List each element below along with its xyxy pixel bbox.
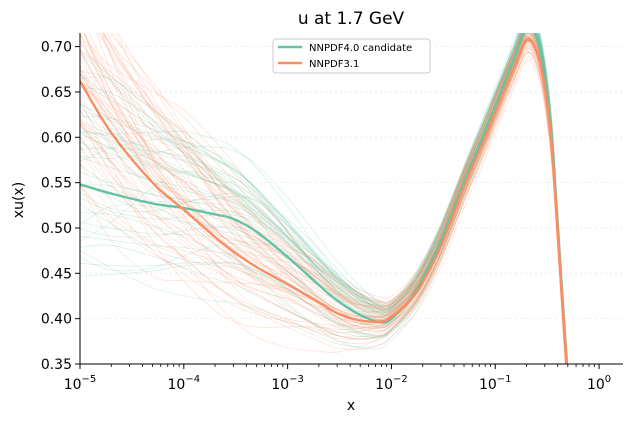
replica-curve <box>80 33 569 364</box>
replica-curve <box>80 48 567 364</box>
legend: NNPDF4.0 candidate NNPDF3.1 <box>272 38 431 74</box>
legend-label-nnpdf31: NNPDF3.1 <box>309 59 359 70</box>
x-tick-label: 100 <box>587 374 611 393</box>
replica-curve <box>80 51 566 364</box>
replica-curve <box>80 59 566 364</box>
replica-curve <box>80 47 566 364</box>
legend-box <box>272 38 431 74</box>
replica-curve <box>80 33 568 364</box>
chart-title: u at 1.7 GeV <box>298 9 405 29</box>
x-tick-label: 10−1 <box>479 374 512 393</box>
y-tick-label: 0.60 <box>41 130 72 146</box>
legend-label-nnpdf40: NNPDF4.0 candidate <box>309 43 412 54</box>
x-tick-label: 10−4 <box>168 374 201 393</box>
central-curves <box>80 33 568 364</box>
axis-ticks: 0.35 0.40 0.45 0.50 0.55 0.60 0.65 0.70 10−5 10−4… <box>41 40 611 393</box>
series-line-nnpdf31 <box>80 38 568 364</box>
x-tick-label: 10−3 <box>271 374 304 393</box>
replica-curve <box>80 33 568 364</box>
replica-curve <box>80 33 569 362</box>
replica-curve <box>80 33 568 364</box>
replica-curve <box>80 52 567 364</box>
y-tick-label: 0.35 <box>41 357 72 373</box>
replica-curve <box>80 51 567 364</box>
replica-curve <box>80 33 568 364</box>
replica-curve <box>80 33 568 364</box>
y-tick-label: 0.70 <box>41 40 72 56</box>
y-tick-label: 0.50 <box>41 221 72 237</box>
x-tick-label: 10−5 <box>64 374 97 393</box>
replica-curve <box>80 33 568 364</box>
replica-curve <box>80 33 568 364</box>
replica-curve <box>80 33 568 364</box>
x-axis-title: x <box>347 398 355 414</box>
y-tick-label: 0.55 <box>41 176 72 192</box>
y-tick-label: 0.65 <box>41 85 72 101</box>
y-axis-title: xu(x) <box>11 182 27 218</box>
replica-curve <box>80 33 569 364</box>
replica-curve <box>80 33 568 364</box>
replica-curve <box>80 56 566 364</box>
plot-area <box>80 33 568 364</box>
x-tick-label: 10−2 <box>375 374 408 393</box>
y-tick-label: 0.40 <box>41 312 72 328</box>
replica-curve <box>80 33 568 364</box>
replica-curve <box>80 52 566 364</box>
y-tick-label: 0.45 <box>41 266 72 282</box>
